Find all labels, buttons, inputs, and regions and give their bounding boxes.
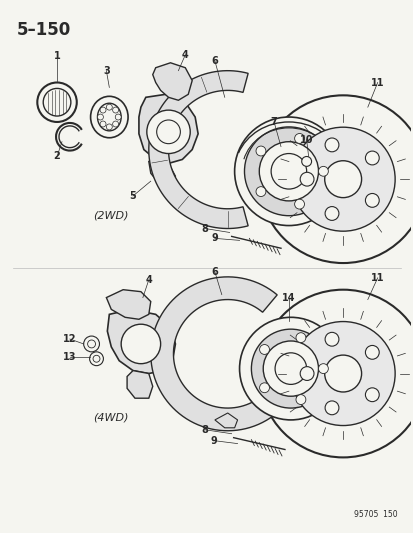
Text: 9: 9 bbox=[210, 435, 217, 446]
Text: 12: 12 bbox=[63, 334, 76, 344]
Circle shape bbox=[259, 383, 269, 393]
Circle shape bbox=[263, 341, 318, 396]
Polygon shape bbox=[139, 94, 198, 164]
Circle shape bbox=[156, 120, 180, 144]
Circle shape bbox=[106, 124, 112, 130]
Text: 3: 3 bbox=[103, 66, 109, 76]
Circle shape bbox=[294, 134, 304, 143]
Circle shape bbox=[100, 121, 106, 127]
Circle shape bbox=[234, 117, 342, 225]
Circle shape bbox=[147, 110, 190, 154]
Circle shape bbox=[324, 138, 338, 152]
Text: 5–150: 5–150 bbox=[17, 21, 71, 39]
Circle shape bbox=[43, 88, 71, 116]
Circle shape bbox=[294, 199, 304, 209]
Polygon shape bbox=[107, 310, 175, 374]
Circle shape bbox=[112, 121, 118, 127]
Circle shape bbox=[324, 333, 338, 346]
Text: 7: 7 bbox=[270, 117, 277, 127]
Circle shape bbox=[365, 151, 378, 165]
Circle shape bbox=[239, 317, 341, 420]
Ellipse shape bbox=[90, 96, 128, 138]
Circle shape bbox=[100, 107, 106, 113]
Circle shape bbox=[259, 95, 413, 263]
Circle shape bbox=[271, 154, 306, 189]
Circle shape bbox=[244, 127, 332, 216]
Circle shape bbox=[299, 172, 313, 186]
Text: (4WD): (4WD) bbox=[93, 413, 129, 423]
Circle shape bbox=[259, 289, 413, 457]
Circle shape bbox=[295, 394, 305, 405]
Circle shape bbox=[324, 207, 338, 220]
Text: 1: 1 bbox=[54, 51, 60, 61]
Circle shape bbox=[115, 114, 121, 120]
Polygon shape bbox=[214, 413, 237, 428]
Polygon shape bbox=[152, 63, 192, 100]
Text: 13: 13 bbox=[63, 352, 76, 362]
Circle shape bbox=[83, 336, 99, 352]
Text: 9: 9 bbox=[211, 233, 218, 244]
Circle shape bbox=[324, 355, 361, 392]
Text: 6: 6 bbox=[211, 56, 218, 66]
Circle shape bbox=[318, 166, 328, 176]
Circle shape bbox=[301, 157, 311, 166]
Polygon shape bbox=[127, 370, 152, 398]
Text: 6: 6 bbox=[211, 267, 218, 277]
Circle shape bbox=[324, 401, 338, 415]
Circle shape bbox=[251, 329, 330, 408]
Circle shape bbox=[255, 187, 265, 197]
Text: 14: 14 bbox=[281, 293, 295, 303]
Text: 95705  150: 95705 150 bbox=[353, 510, 396, 519]
Circle shape bbox=[290, 321, 394, 425]
Text: 11: 11 bbox=[370, 77, 384, 87]
Text: 8: 8 bbox=[201, 223, 208, 233]
Ellipse shape bbox=[97, 103, 121, 131]
Circle shape bbox=[290, 127, 394, 231]
Circle shape bbox=[255, 146, 265, 156]
Circle shape bbox=[324, 161, 361, 198]
Text: 4: 4 bbox=[145, 275, 152, 285]
Circle shape bbox=[365, 345, 378, 359]
Circle shape bbox=[89, 352, 103, 366]
Circle shape bbox=[259, 344, 269, 354]
Polygon shape bbox=[106, 289, 150, 319]
Text: (2WD): (2WD) bbox=[93, 211, 129, 221]
Circle shape bbox=[121, 324, 160, 364]
Circle shape bbox=[318, 364, 328, 374]
Text: 5: 5 bbox=[129, 191, 136, 201]
Polygon shape bbox=[150, 277, 277, 431]
Circle shape bbox=[365, 388, 378, 402]
Text: 8: 8 bbox=[201, 425, 208, 435]
Circle shape bbox=[88, 340, 95, 348]
Circle shape bbox=[274, 353, 306, 384]
Circle shape bbox=[97, 114, 103, 120]
Circle shape bbox=[259, 142, 318, 201]
Circle shape bbox=[37, 83, 76, 122]
Circle shape bbox=[295, 333, 305, 343]
Circle shape bbox=[106, 104, 112, 110]
Circle shape bbox=[93, 356, 100, 362]
Text: 4: 4 bbox=[181, 50, 188, 60]
Text: 11: 11 bbox=[370, 273, 384, 283]
Circle shape bbox=[112, 107, 118, 113]
Polygon shape bbox=[148, 159, 175, 186]
Circle shape bbox=[365, 193, 378, 207]
Text: 2: 2 bbox=[54, 151, 60, 161]
Polygon shape bbox=[148, 71, 247, 229]
Circle shape bbox=[299, 367, 313, 381]
Text: 10: 10 bbox=[299, 135, 313, 145]
